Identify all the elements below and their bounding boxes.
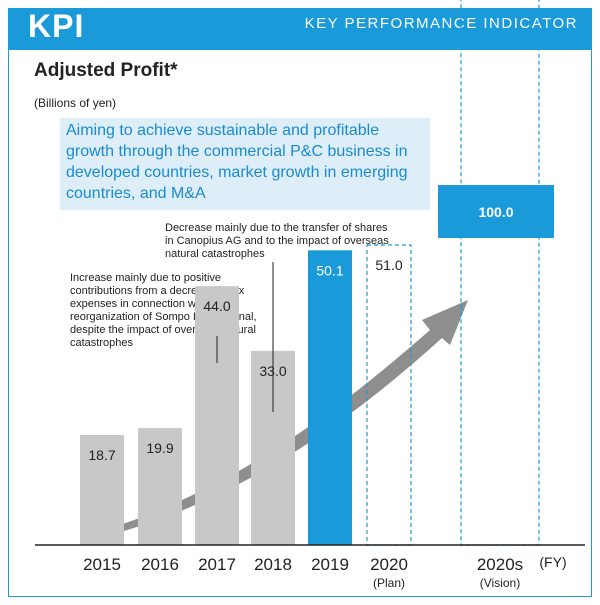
bar-2017 xyxy=(195,286,239,545)
value-label-2020: 51.0 xyxy=(375,257,402,273)
x-axis-label: (FY) xyxy=(539,554,566,570)
value-label-2020s: 100.0 xyxy=(478,204,513,220)
x-tick-2018: 2018 xyxy=(254,555,292,574)
value-label-2015: 18.7 xyxy=(88,447,115,463)
x-note-2020: (Plan) xyxy=(373,576,405,590)
kpi-header-bar xyxy=(8,8,592,50)
kpi-label: KPI xyxy=(28,8,85,44)
aim-statement: Aiming to achieve sustainable and profit… xyxy=(60,118,430,210)
chart-title: Adjusted Profit* xyxy=(34,60,178,81)
annotation-2018: Decrease mainly due to the transfer of s… xyxy=(165,222,389,260)
value-label-2016: 19.9 xyxy=(146,440,173,456)
bar-2020s xyxy=(460,0,540,546)
x-note-2020s: (Vision) xyxy=(480,576,520,590)
bar-2019 xyxy=(308,250,352,545)
x-tick-2020s: 2020s xyxy=(477,555,523,574)
growth-arrow xyxy=(120,300,468,531)
kpi-subtitle: KEY PERFORMANCE INDICATOR xyxy=(304,15,578,32)
bar-2016 xyxy=(138,427,182,545)
x-tick-2016: 2016 xyxy=(141,555,179,574)
x-tick-2017: 2017 xyxy=(198,555,236,574)
value-label-2019: 50.1 xyxy=(316,262,343,278)
value-label-2017: 44.0 xyxy=(203,298,230,314)
bar-2015 xyxy=(80,435,124,545)
value-box-2020s xyxy=(438,185,554,238)
x-tick-2020: 2020 xyxy=(370,555,408,574)
y-axis-unit: (Billions of yen) xyxy=(34,96,117,110)
x-tick-2015: 2015 xyxy=(83,555,121,574)
x-tick-2019: 2019 xyxy=(311,555,349,574)
